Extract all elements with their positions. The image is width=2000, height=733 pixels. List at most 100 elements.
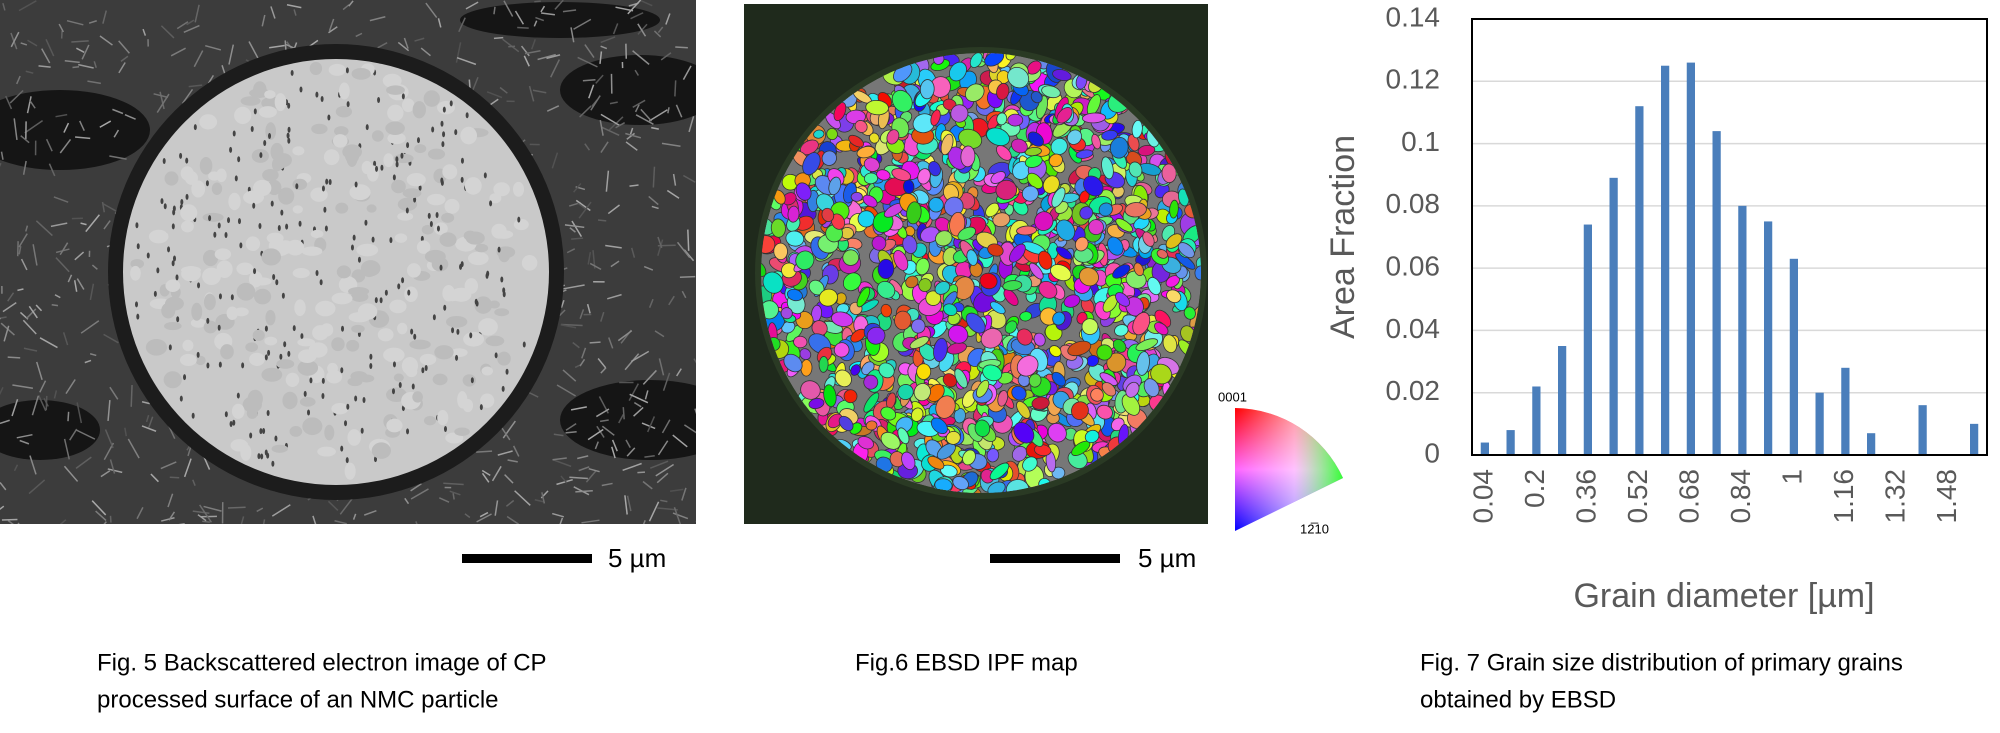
speck: [320, 323, 334, 337]
fiber: [581, 347, 587, 359]
fiber: [570, 27, 575, 43]
speck: [277, 225, 281, 232]
fiber: [559, 517, 564, 524]
bar: [1558, 346, 1567, 455]
speck: [193, 124, 197, 131]
speck: [442, 106, 446, 113]
speck: [435, 211, 439, 218]
speck: [179, 152, 183, 159]
speck: [261, 248, 282, 266]
speck: [208, 171, 221, 181]
fiber: [648, 195, 659, 206]
fiber: [186, 19, 195, 26]
fiber: [534, 0, 541, 3]
bar: [1661, 65, 1670, 455]
fiber: [124, 113, 136, 120]
fiber: [403, 37, 409, 49]
fiber: [628, 383, 640, 401]
fiber: [136, 506, 144, 520]
x-tick-label: 1.48: [1931, 469, 1962, 524]
fiber: [377, 42, 388, 49]
fiber: [556, 478, 573, 486]
speck: [349, 184, 371, 201]
fiber: [369, 16, 386, 22]
fiber: [502, 420, 516, 439]
fiber: [579, 105, 592, 118]
speck: [488, 300, 500, 309]
speck: [228, 192, 241, 211]
speck: [282, 391, 298, 410]
speck: [266, 452, 270, 459]
speck: [377, 96, 381, 103]
fiber: [476, 513, 492, 523]
speck: [321, 185, 325, 192]
fiber: [78, 63, 94, 69]
fiber: [575, 199, 591, 212]
speck: [397, 197, 418, 212]
fiber: [93, 61, 97, 68]
fiber: [552, 459, 572, 468]
speck: [279, 353, 283, 360]
speck: [145, 338, 168, 356]
speck: [245, 236, 261, 252]
speck: [237, 218, 241, 225]
speck: [500, 276, 504, 283]
speck: [439, 232, 457, 247]
speck: [264, 354, 268, 361]
fiber: [80, 320, 100, 334]
fiber: [588, 467, 600, 473]
speck: [479, 404, 483, 411]
sem-image: [0, 0, 696, 524]
fiber: [585, 470, 597, 483]
fiber: [87, 80, 101, 85]
fiber: [18, 233, 28, 248]
speck: [257, 453, 261, 460]
speck: [400, 152, 404, 159]
fiber: [632, 50, 650, 65]
speck: [380, 164, 384, 171]
fiber: [553, 433, 564, 437]
fiber: [10, 31, 20, 48]
speck: [287, 137, 291, 144]
speck: [180, 198, 184, 205]
speck: [404, 286, 418, 303]
fiber: [414, 37, 425, 42]
speck: [172, 209, 176, 216]
fiber: [5, 95, 13, 110]
speck: [266, 232, 284, 244]
speck: [190, 318, 207, 328]
speck: [363, 268, 376, 278]
speck: [434, 345, 454, 360]
fiber: [104, 429, 114, 449]
fiber: [73, 280, 78, 292]
fiber: [160, 461, 177, 470]
speck: [375, 165, 379, 172]
bar: [1635, 106, 1644, 455]
fiber: [271, 504, 291, 517]
fiber: [607, 204, 620, 215]
fiber: [605, 170, 610, 192]
fiber: [148, 416, 154, 428]
fiber: [648, 109, 668, 122]
speck: [253, 108, 257, 115]
fiber: [622, 462, 642, 472]
grain: [857, 210, 875, 228]
fiber: [622, 407, 625, 420]
speck: [303, 390, 307, 397]
void: [0, 400, 100, 460]
fiber: [80, 222, 87, 226]
speck: [286, 132, 290, 139]
speck: [252, 202, 256, 209]
speck: [153, 290, 157, 297]
speck: [196, 351, 200, 358]
speck: [391, 388, 395, 395]
fiber: [599, 51, 603, 64]
fiber: [618, 413, 625, 424]
speck: [432, 373, 448, 386]
fiber: [75, 136, 91, 140]
fiber: [0, 162, 2, 167]
speck: [185, 157, 189, 164]
speck: [371, 130, 384, 142]
speck: [436, 225, 440, 232]
bar: [1583, 224, 1592, 455]
